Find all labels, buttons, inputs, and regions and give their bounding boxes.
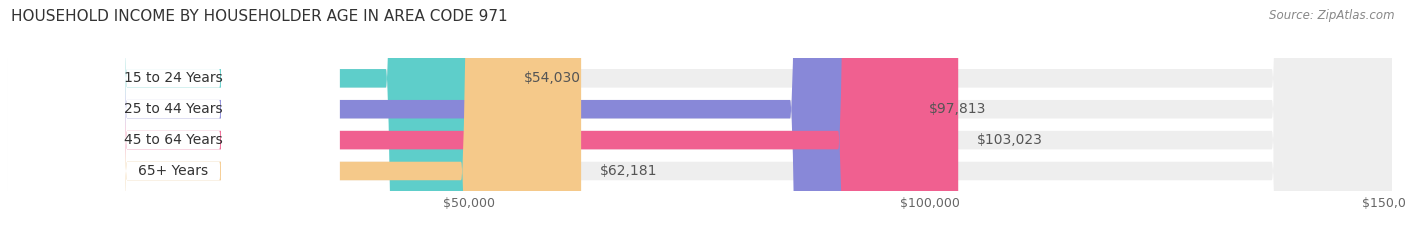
Text: $103,023: $103,023: [977, 133, 1043, 147]
FancyBboxPatch shape: [7, 0, 339, 233]
Text: HOUSEHOLD INCOME BY HOUSEHOLDER AGE IN AREA CODE 971: HOUSEHOLD INCOME BY HOUSEHOLDER AGE IN A…: [11, 9, 508, 24]
FancyBboxPatch shape: [7, 0, 581, 233]
Text: $62,181: $62,181: [599, 164, 657, 178]
Text: 45 to 64 Years: 45 to 64 Years: [124, 133, 222, 147]
FancyBboxPatch shape: [7, 0, 1392, 233]
Text: 15 to 24 Years: 15 to 24 Years: [124, 71, 222, 85]
FancyBboxPatch shape: [7, 0, 910, 233]
FancyBboxPatch shape: [7, 0, 506, 233]
Text: 25 to 44 Years: 25 to 44 Years: [124, 102, 222, 116]
Text: 65+ Years: 65+ Years: [138, 164, 208, 178]
FancyBboxPatch shape: [7, 0, 339, 233]
Text: $54,030: $54,030: [524, 71, 581, 85]
FancyBboxPatch shape: [7, 0, 339, 233]
FancyBboxPatch shape: [7, 0, 959, 233]
FancyBboxPatch shape: [7, 0, 339, 233]
FancyBboxPatch shape: [7, 0, 1392, 233]
FancyBboxPatch shape: [7, 0, 1392, 233]
Text: Source: ZipAtlas.com: Source: ZipAtlas.com: [1270, 9, 1395, 22]
FancyBboxPatch shape: [7, 0, 1392, 233]
Text: $97,813: $97,813: [928, 102, 986, 116]
